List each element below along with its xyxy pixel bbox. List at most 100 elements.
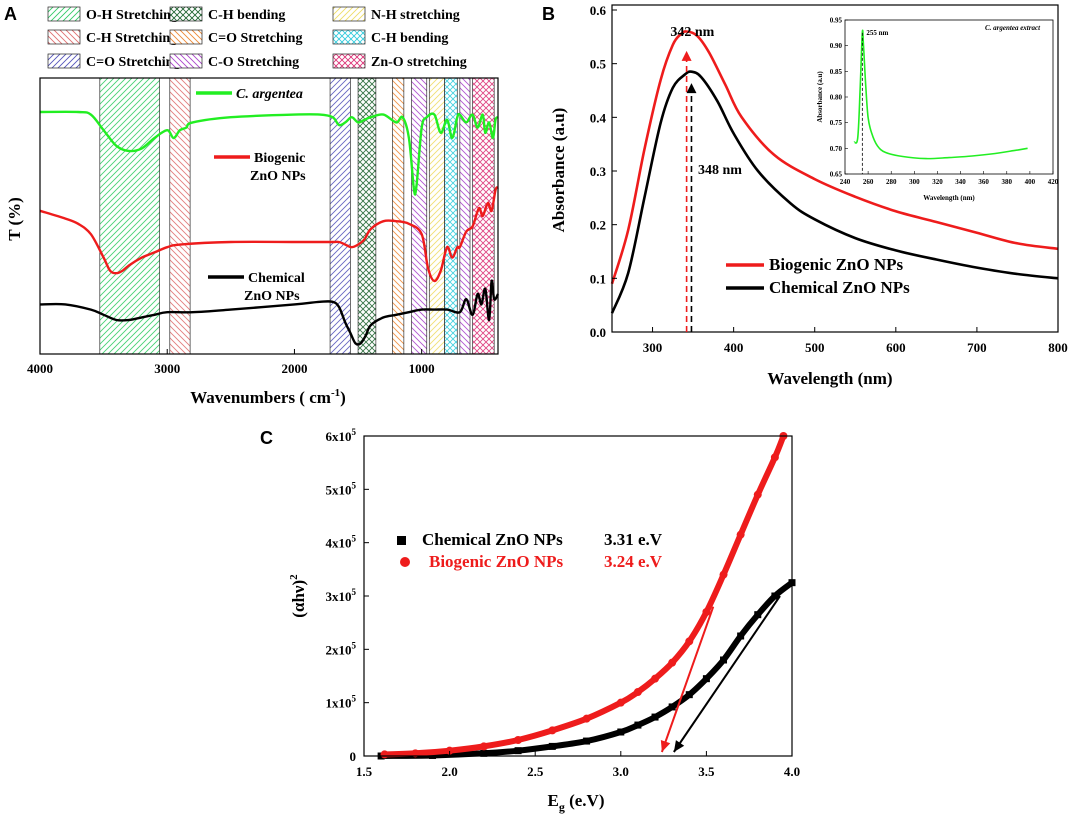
tauc-bandgap-line-black [673,595,781,753]
uvvis-y-tick-label: 0.5 [590,57,607,72]
uvvis-y-tick-label: 0.0 [590,325,606,340]
band-legend-label-chb: C-H bending [208,8,285,23]
uvvis-x-axis-title: Wavelength (nm) [767,369,892,388]
tauc-curve-red [381,433,787,758]
inset-x-tick-label: 280 [886,178,897,186]
uvvis-legend: Biogenic ZnO NPs Chemical ZnO NPs [726,255,910,297]
tauc-point-square [771,592,779,600]
inset-y-axis-title: Absorbance (a.u) [816,71,824,123]
band-legend-swatch-chb [169,6,203,22]
uvvis-x-tick-label: 700 [967,340,987,355]
ftir-series-label-black-line1: Chemical [248,271,305,286]
inset-x-tick-label: 300 [909,178,920,186]
band-legend: O-H Stretching C-H Stretching C=O Stretchi… [47,6,467,70]
band-legend-label-co2: C=O Stretching [208,31,302,46]
band-legend-label-zno: Zn-O stretching [371,55,467,70]
inset-chart: 240 260 280 300 320 340 360 380 400 420 0.65 0.70 0.… [816,17,1059,203]
uvvis-line-black [610,70,1059,314]
tauc-x-tick-label: 2.0 [441,764,457,779]
uvvis-x-tick-label: 600 [886,340,906,355]
panel-label-a: A [4,4,17,24]
inset-ticks: 240 260 280 300 320 340 360 380 400 420 0.65 0.70 0.… [830,17,1059,187]
uvvis-line-red [610,30,1059,285]
uvvis-peak-annotations: 342 nm 348 nm [670,25,742,332]
tauc-plot-frame [363,435,793,757]
tauc-chart: 1.5 2.0 2.5 3.0 3.5 4.0 0 1x105 2x105 3x105 4x105 5… [288,427,800,814]
tauc-y-tick-label: 1x105 [326,694,357,711]
uvvis-x-tick-label: 800 [1048,340,1068,355]
tauc-point-square [548,742,556,750]
uvvis-y-axis-title: Absorbance (a.u) [549,108,568,233]
panel-label-c: C [260,428,273,448]
tauc-point-square [583,737,591,745]
band-legend-swatch-chb2 [332,29,366,45]
tauc-legend-bandgap-black: 3.31 e.V [604,530,663,549]
uvvis-series [610,30,1059,314]
uvvis-legend-label-red: Biogenic ZnO NPs [769,255,904,274]
tauc-point-circle [479,742,488,751]
tauc-point-circle [411,749,420,758]
tauc-point-circle [582,714,591,723]
uvvis-x-tick-label: 300 [643,340,663,355]
band-legend-swatch-co [47,53,81,69]
band-legend-label-chb2: C-H bending [371,31,448,46]
tauc-point-circle [633,688,642,696]
tauc-point-square [617,728,625,736]
tauc-point-circle [514,736,523,744]
inset-x-tick-label: 240 [840,178,851,186]
tauc-x-tick-label: 4.0 [784,764,800,779]
tauc-x-axis-title: Eg (e.V) [548,791,605,814]
tauc-point-square [754,611,762,619]
ftir-y-axis-title: T (%) [5,197,24,241]
tauc-point-square [634,721,642,729]
inset-y-tick-label: 0.85 [830,68,843,76]
uvvis-legend-label-black: Chemical ZnO NPs [769,278,910,297]
tauc-point-square [737,632,745,640]
ftir-series [39,110,500,346]
tauc-point-circle [702,608,711,616]
uvvis-x-tick-label: 400 [724,340,744,355]
tauc-point-circle [736,530,745,539]
inset-x-tick-label: 420 [1048,178,1059,186]
tauc-legend-marker-square [397,536,406,545]
panel-label-b: B [542,4,555,24]
inset-background [840,20,1054,172]
ftir-line-green [39,110,499,196]
tauc-point-square [668,703,676,711]
tauc-point-circle [770,453,779,462]
tauc-point-circle [380,750,389,759]
ftir-series-label-green: C. argentea [236,87,303,102]
tauc-point-circle [651,674,660,683]
tauc-x-tick-label: 2.5 [527,764,544,779]
band-legend-swatch-zno [332,53,366,69]
uvvis-peak-label-red: 342 nm [670,25,714,40]
ftir-plot-frame [39,77,499,355]
uvvis-y-tick-label: 0.6 [590,3,607,18]
tauc-y-tick-label: 0 [350,749,357,764]
band-legend-label-co3: C-O Stretching [208,55,299,70]
inset-x-tick-label: 380 [1002,178,1013,186]
ftir-series-labels: C. argentea Biogenic ZnO NPs Chemical ZnO NP… [196,87,306,304]
tauc-y-tick-label: 5x105 [326,480,357,497]
tauc-point-circle [685,637,694,646]
tauc-point-square [702,675,710,683]
uvvis-x-tick-label: 500 [805,340,825,355]
tauc-point-circle [616,698,625,707]
tauc-x-tick-label: 3.5 [698,764,715,779]
ftir-series-label-black-line2: ZnO NPs [244,289,300,304]
band-regions [99,77,495,355]
tauc-bandgap-arrowhead-black [673,740,685,752]
tauc-legend: Chemical ZnO NPs 3.31 e.V Biogenic ZnO NPs… [397,530,663,571]
uvvis-y-tick-label: 0.4 [590,110,607,125]
inset-y-tick-label: 0.90 [830,42,843,50]
tauc-point-square [514,747,522,755]
tauc-point-square [480,749,488,757]
band-legend-label-oh: O-H Stretching [86,8,178,23]
ftir-x-axis-title: Wavenumbers ( cm-1) [190,387,346,407]
tauc-point-circle [719,570,728,579]
inset-y-tick-label: 0.75 [830,119,843,127]
ftir-x-ticks: 4000 3000 2000 1000 [27,349,435,376]
inset-y-tick-label: 0.65 [830,171,843,179]
tauc-point-square [685,691,693,699]
uvvis-y-tick-label: 0.1 [590,271,606,286]
